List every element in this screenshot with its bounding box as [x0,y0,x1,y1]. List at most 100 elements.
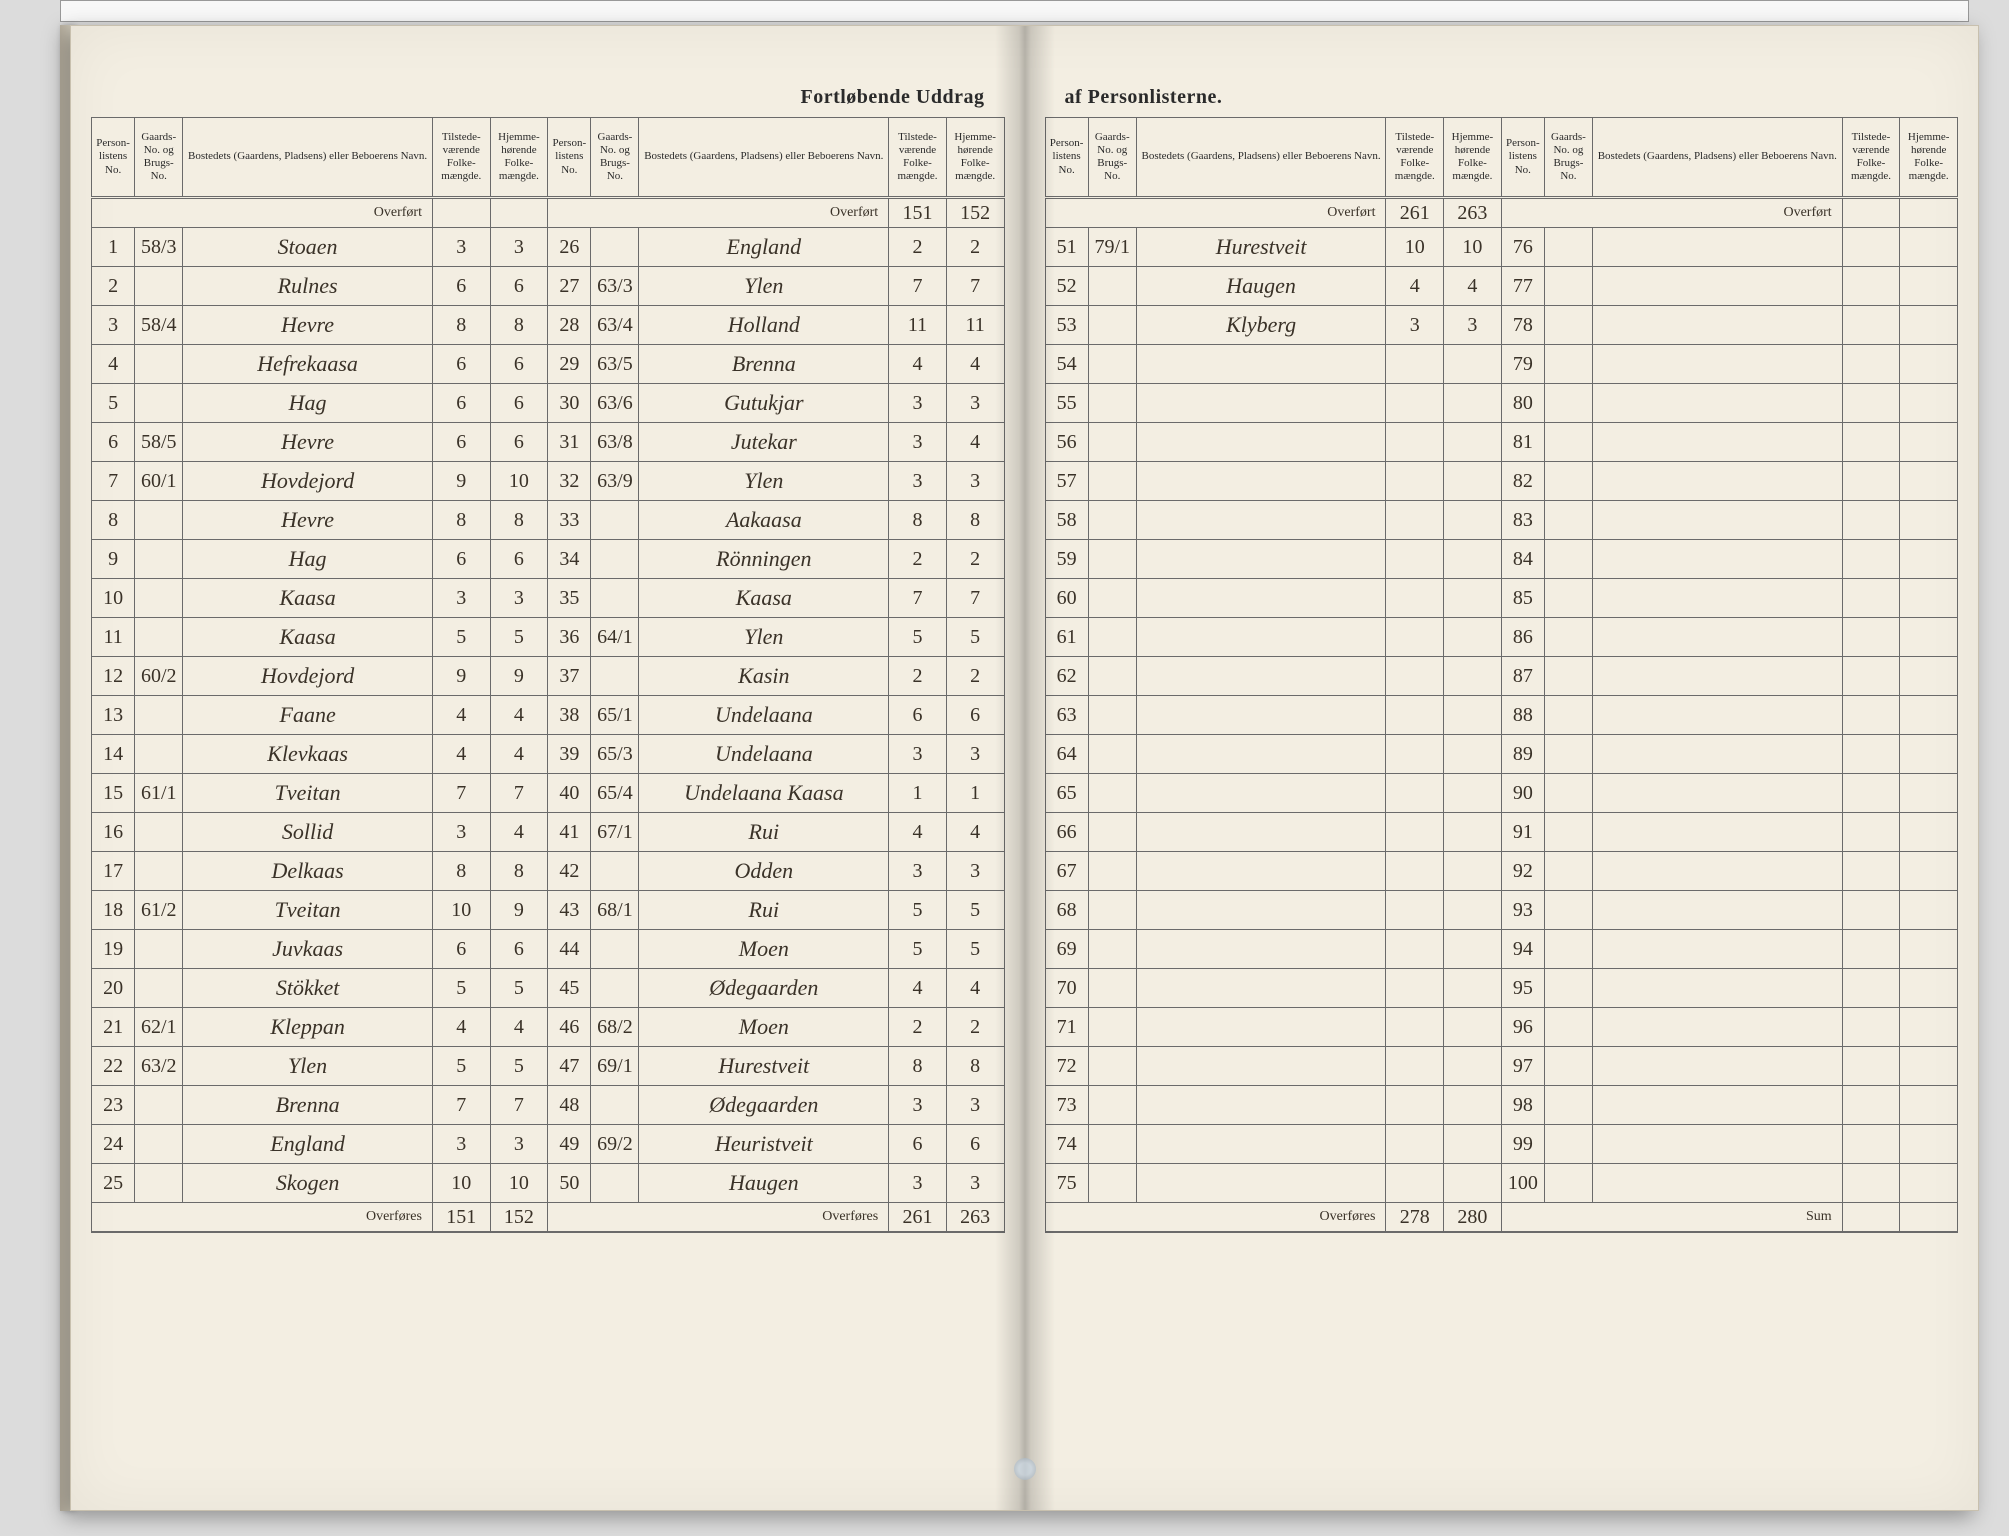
tilstede: 7 [889,267,947,306]
hjemme [1444,1125,1502,1164]
gaards-no [591,657,639,696]
hjemme [1444,813,1502,852]
hjemme: 3 [946,852,1004,891]
row-no: 35 [548,579,591,618]
bosted-name [1136,969,1386,1008]
row-no: 44 [548,930,591,969]
tilstede [1842,306,1900,345]
hjemme: 10 [490,1164,548,1203]
tilstede [1386,774,1444,813]
row-no: 94 [1501,930,1544,969]
table-row: 358/4Hevre882863/4Holland1111 [92,306,1005,345]
row-no: 26 [548,228,591,267]
gaards-no [1544,423,1592,462]
tilstede [1386,813,1444,852]
tilstede [1842,1086,1900,1125]
overfores-t: 278 [1386,1203,1444,1233]
row-no: 92 [1501,852,1544,891]
row-no: 87 [1501,657,1544,696]
table-row: 16Sollid344167/1Rui44 [92,813,1005,852]
gaards-no [135,345,183,384]
tilstede [1386,462,1444,501]
row-no: 34 [548,540,591,579]
overfort-label: Overført [1501,198,1842,228]
hjemme [1444,579,1502,618]
tilstede: 5 [889,930,947,969]
tilstede [1842,579,1900,618]
gaards-no [135,852,183,891]
hjemme: 5 [946,891,1004,930]
row-no: 61 [1045,618,1088,657]
row-no: 1 [92,228,135,267]
bosted-name: Moen [639,930,889,969]
tilstede [1386,1008,1444,1047]
tilstede: 8 [432,306,490,345]
table-row: 6186 [1045,618,1958,657]
row-no: 95 [1501,969,1544,1008]
bosted-name [1592,1164,1842,1203]
overfores-h [1900,1203,1958,1233]
hjemme: 7 [946,579,1004,618]
gaards-no: 58/4 [135,306,183,345]
hdr-bosted: Bostedets (Gaardens, Pladsens) eller Beb… [1592,118,1842,198]
overfores-t: 261 [889,1203,947,1233]
hjemme [1900,813,1958,852]
hjemme [1444,657,1502,696]
bosted-name [1592,813,1842,852]
row-no: 81 [1501,423,1544,462]
tilstede [1842,735,1900,774]
gaards-no [1088,267,1136,306]
gaards-no [591,852,639,891]
row-no: 7 [92,462,135,501]
hjemme [1900,618,1958,657]
bosted-name: Ylen [639,618,889,657]
tilstede [1842,501,1900,540]
row-no: 50 [548,1164,591,1203]
hjemme [1444,423,1502,462]
tilstede: 11 [889,306,947,345]
hdr-hjemme: Hjemme-hørende Folke-mængde. [490,118,548,198]
bosted-name: Heuristveit [639,1125,889,1164]
gaards-no [1088,657,1136,696]
tilstede: 6 [889,1125,947,1164]
gaards-no [1088,540,1136,579]
tilstede [1842,696,1900,735]
row-no: 60 [1045,579,1088,618]
bosted-name [1136,384,1386,423]
page-title-left: Fortløbende Uddrag [91,86,1005,109]
overfores-label: Overføres [1045,1203,1386,1233]
row-no: 5 [92,384,135,423]
row-no: 91 [1501,813,1544,852]
hjemme: 4 [1444,267,1502,306]
gaards-no [135,1164,183,1203]
bosted-name: Kaasa [183,618,433,657]
row-no: 18 [92,891,135,930]
table-row: 1260/2Hovdejord9937Kasin22 [92,657,1005,696]
hjemme [1900,423,1958,462]
row-no: 65 [1045,774,1088,813]
gaards-no [1544,1008,1592,1047]
bosted-name: Hovdejord [183,657,433,696]
bosted-name: Hevre [183,501,433,540]
gaards-no [1544,267,1592,306]
bosted-name [1136,696,1386,735]
hdr-bosted: Bostedets (Gaardens, Pladsens) eller Beb… [639,118,889,198]
row-no: 28 [548,306,591,345]
tilstede: 5 [889,618,947,657]
hjemme: 6 [946,696,1004,735]
table-row: 14Klevkaas443965/3Undelaana33 [92,735,1005,774]
bosted-name: Hag [183,384,433,423]
table-row: 10Kaasa3335Kaasa77 [92,579,1005,618]
hjemme [1900,345,1958,384]
hjemme: 2 [946,540,1004,579]
overfort-label: Overført [92,198,433,228]
bosted-name [1592,969,1842,1008]
bosted-name: Rui [639,891,889,930]
table-row: 158/3Stoaen3326England22 [92,228,1005,267]
hjemme: 4 [946,813,1004,852]
hdr-tilstede: Tilstede-værende Folke-mængde. [432,118,490,198]
gaards-no [1544,1047,1592,1086]
hjemme [1900,267,1958,306]
tilstede: 1 [889,774,947,813]
tilstede [1386,384,1444,423]
